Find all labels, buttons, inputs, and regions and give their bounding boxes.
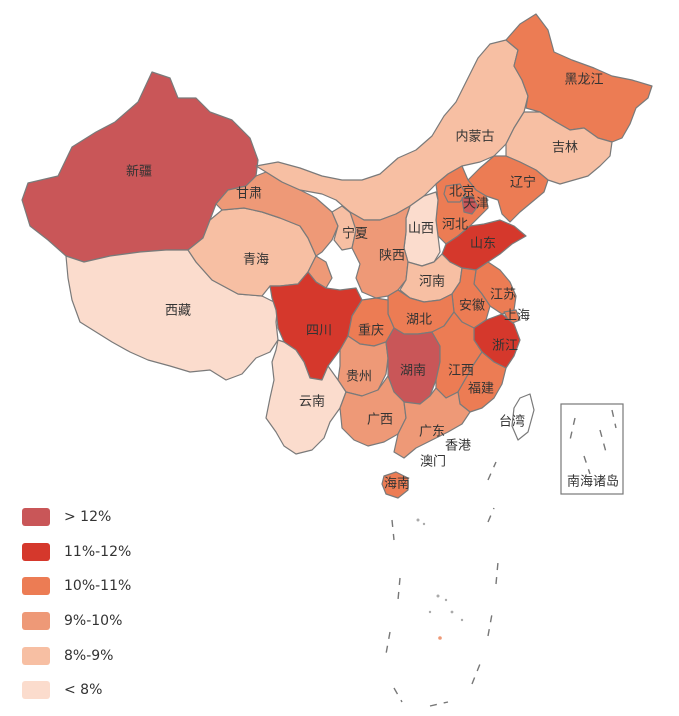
south-sea-islands (416, 518, 464, 640)
label-anhui: 安徽 (459, 299, 485, 314)
label-jiangsu: 江苏 (490, 287, 516, 303)
legend-item-11-12[interactable]: 11%-12% (22, 535, 222, 570)
label-shandong: 山东 (470, 237, 496, 252)
label-guangxi: 广西 (367, 413, 393, 428)
label-liaoning: 辽宁 (510, 175, 536, 191)
label-xizang: 西藏 (165, 304, 191, 319)
label-qinghai: 青海 (243, 253, 269, 268)
region-xizang[interactable] (65, 249, 279, 381)
legend-swatch (22, 612, 50, 631)
legend-swatch (22, 577, 50, 596)
label-hebei: 河北 (442, 218, 468, 233)
label-hubei: 湖北 (406, 313, 432, 328)
label-xinjiang: 新疆 (126, 164, 152, 180)
label-nanhai: 南海诸岛 (567, 474, 619, 490)
label-yunnan: 云南 (299, 394, 325, 410)
label-shanxi: 山西 (408, 222, 434, 237)
label-neimenggu: 内蒙古 (455, 129, 494, 145)
region-tianjin[interactable] (461, 195, 479, 215)
label-beijing: 北京 (449, 185, 475, 200)
label-shanghai: 上海 (504, 309, 530, 324)
label-hunan: 湖南 (400, 363, 426, 379)
label-sichuan: 四川 (306, 324, 332, 339)
legend-swatch (22, 646, 50, 665)
region-guangdong[interactable] (393, 387, 471, 459)
region-labels: 新疆 西藏 青海 甘肃 内蒙古 黑龙江 吉林 辽宁 北京 天津 河北 山西 宁夏… (126, 73, 619, 492)
label-taiwan: 台湾 (499, 414, 525, 430)
legend-label: 11%-12% (64, 543, 132, 560)
label-macau: 澳门 (420, 454, 446, 470)
label-guangdong: 广东 (419, 425, 445, 440)
legend-label: 8%-9% (64, 647, 114, 664)
label-shaanxi: 陕西 (379, 249, 405, 264)
legend-swatch (22, 681, 50, 700)
legend-label: 9%-10% (64, 613, 123, 630)
legend-swatch (22, 542, 50, 561)
nanhai-inset-box (560, 403, 624, 495)
legend-label: < 8% (64, 682, 103, 699)
label-ningxia: 宁夏 (342, 226, 368, 242)
label-jilin: 吉林 (552, 141, 578, 156)
label-hongkong: 香港 (445, 439, 471, 454)
legend-item-lt8[interactable]: < 8% (22, 673, 222, 708)
label-guizhou: 贵州 (346, 370, 372, 385)
legend-item-8-9[interactable]: 8%-9% (22, 638, 222, 673)
label-henan: 河南 (419, 274, 445, 290)
legend-item-gt12[interactable]: > 12% (22, 500, 222, 535)
region-yunnan[interactable] (265, 339, 347, 455)
south-sea-dashes (385, 461, 499, 707)
label-tianjin: 天津 (463, 197, 489, 212)
region-beijing[interactable] (443, 183, 467, 203)
label-heilongjiang: 黑龙江 (564, 73, 603, 88)
legend: > 12% 11%-12% 10%-11% 9%-10% 8%-9% < 8% (22, 500, 222, 708)
label-jiangxi: 江西 (448, 364, 474, 379)
legend-item-10-11[interactable]: 10%-11% (22, 569, 222, 604)
legend-label: 10%-11% (64, 578, 132, 595)
label-chongqing: 重庆 (358, 323, 384, 339)
region-hainan[interactable] (381, 471, 409, 499)
label-zhejiang: 浙江 (492, 339, 518, 354)
legend-swatch (22, 508, 50, 527)
label-hainan: 海南 (384, 476, 410, 492)
region-heilongjiang[interactable] (505, 13, 653, 143)
label-fujian: 福建 (468, 382, 494, 397)
label-gansu: 甘肃 (236, 187, 262, 202)
region-taiwan[interactable] (511, 393, 535, 441)
legend-label: > 12% (64, 509, 112, 526)
legend-item-9-10[interactable]: 9%-10% (22, 604, 222, 639)
